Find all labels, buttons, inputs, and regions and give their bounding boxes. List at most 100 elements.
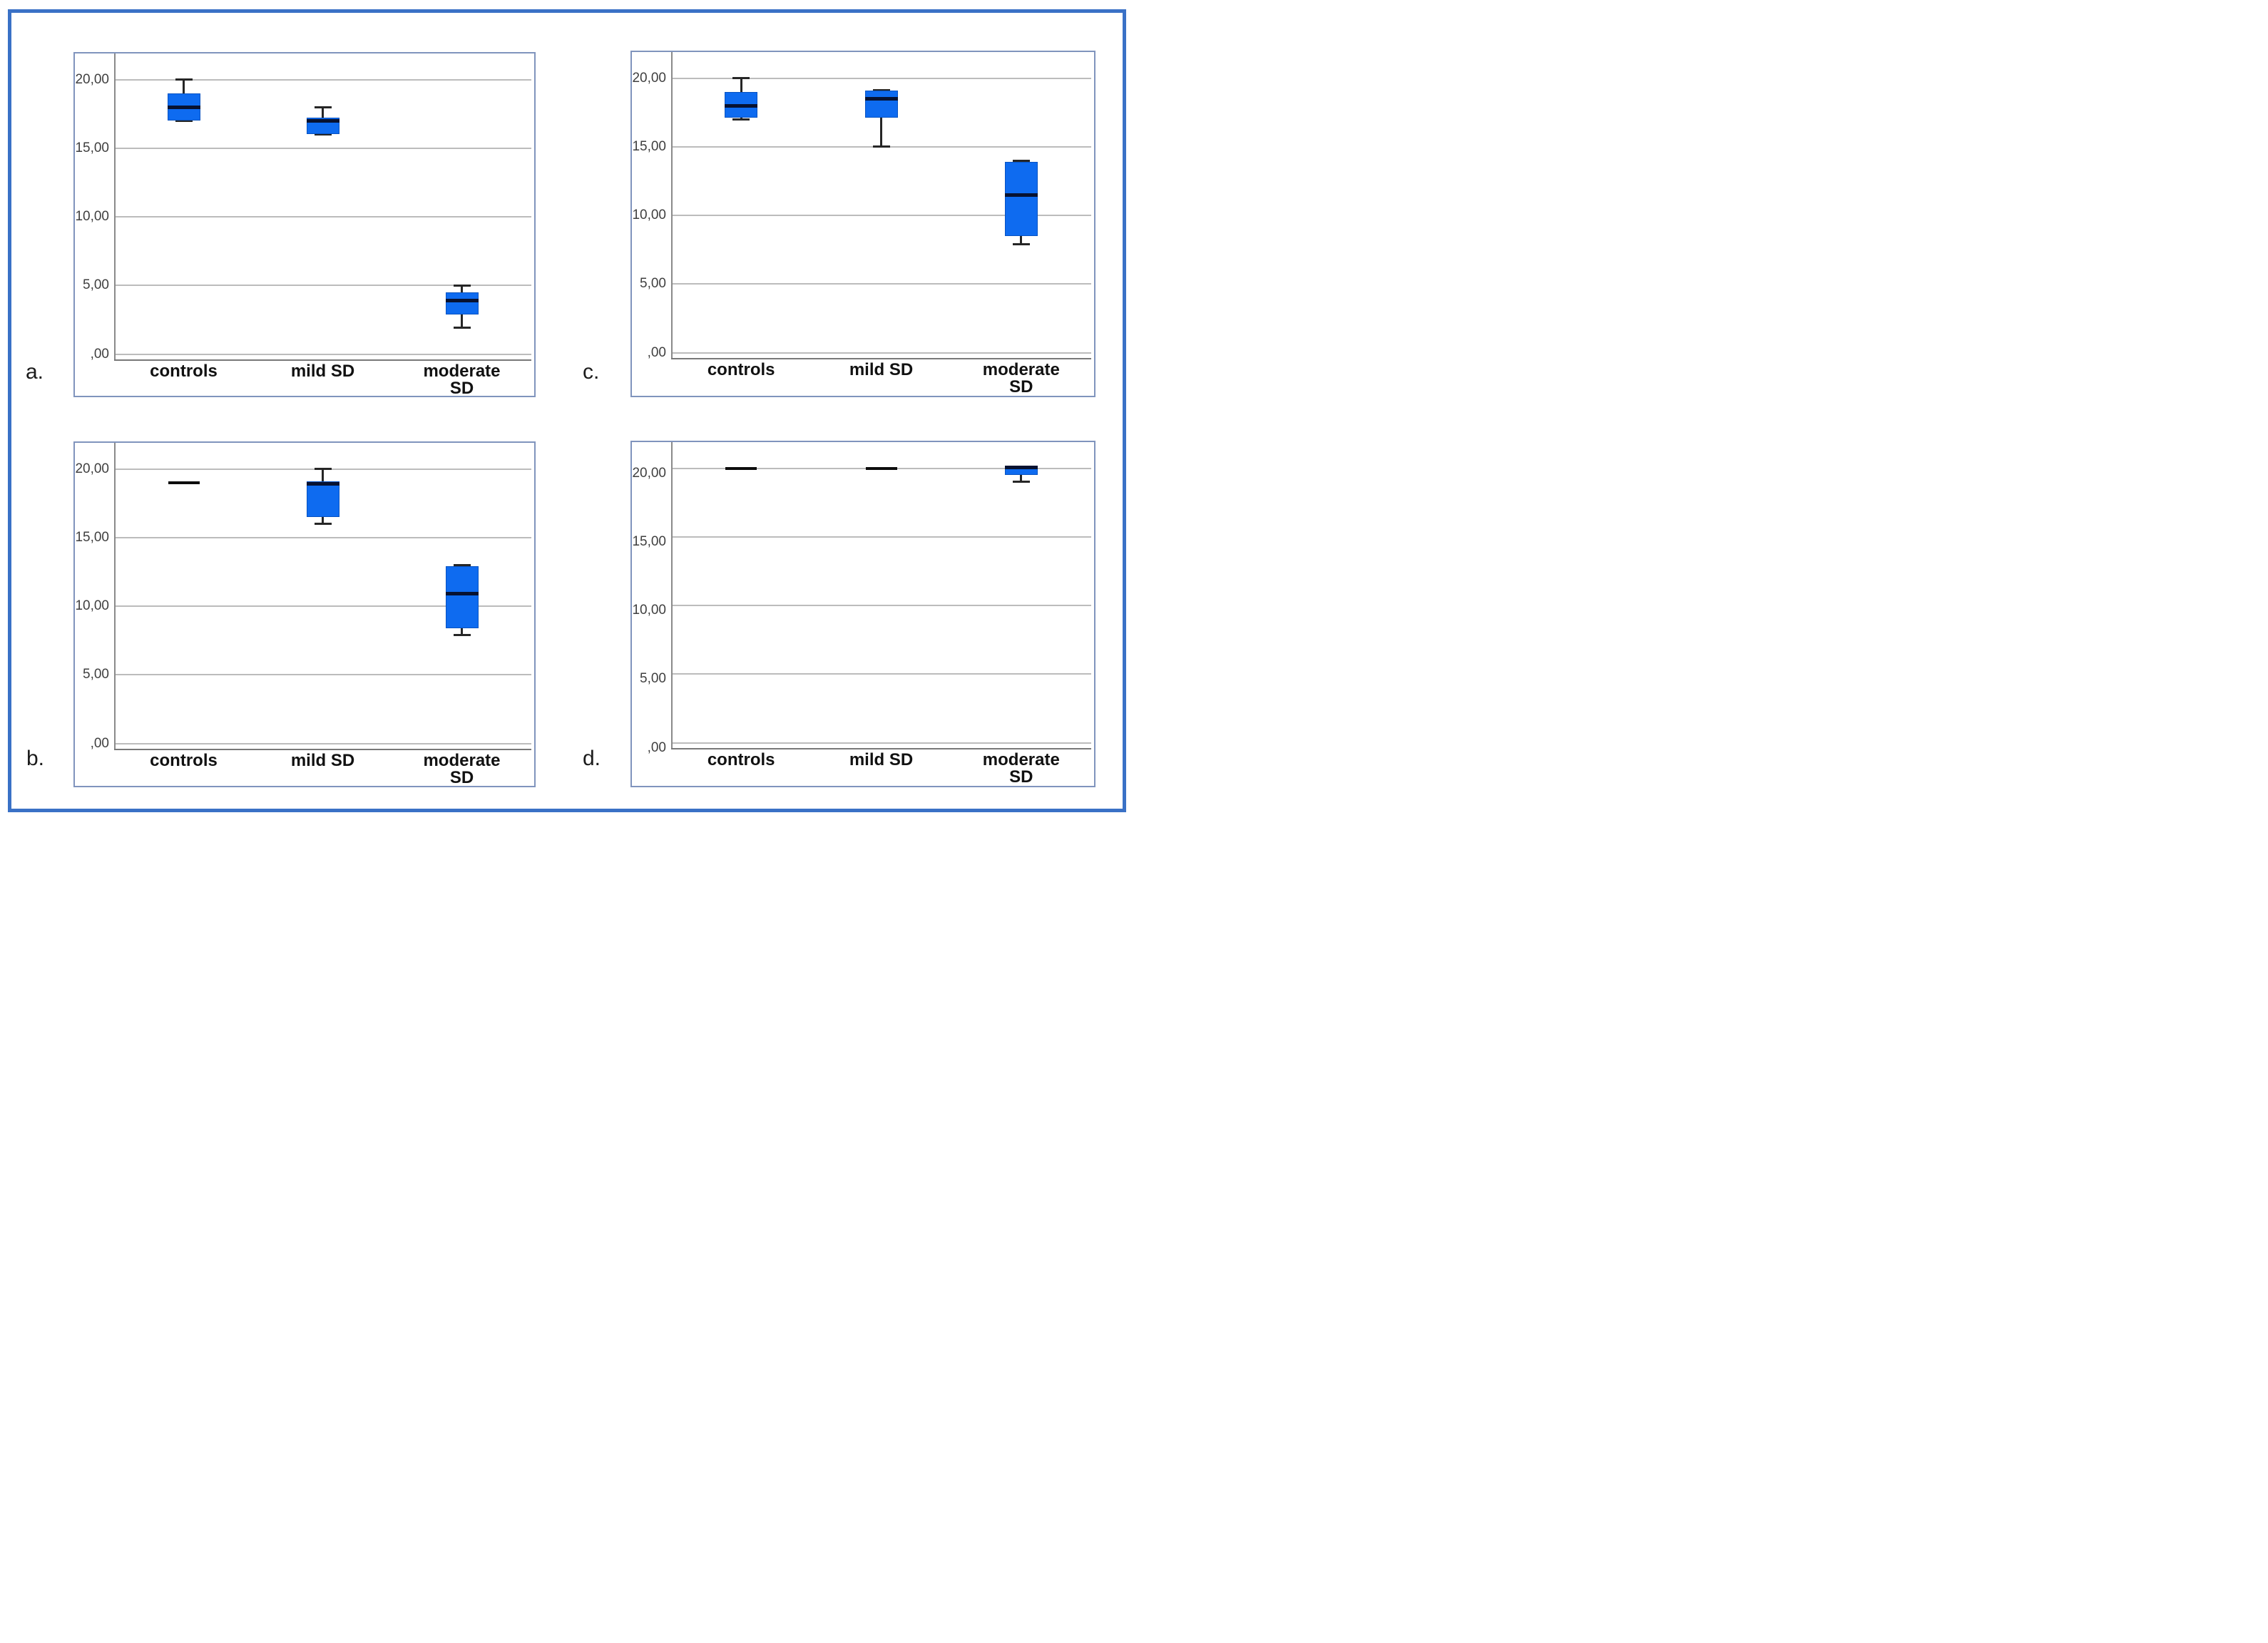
- whisker-upper-line: [322, 107, 324, 118]
- whisker-lower-cap: [872, 145, 890, 148]
- whisker-upper-cap: [453, 284, 471, 287]
- gridline-15: [114, 147, 531, 149]
- gridline-0: [671, 742, 1091, 744]
- whisker-upper-line: [740, 78, 742, 92]
- y-tick-label: 20,00: [632, 70, 666, 86]
- whisker-upper-cap: [1012, 159, 1030, 162]
- whisker-upper-cap: [314, 106, 332, 108]
- box: [864, 90, 898, 118]
- whisker-upper-line: [322, 469, 324, 481]
- gridline-10: [671, 215, 1091, 216]
- whisker-lower-line: [1020, 235, 1023, 245]
- category-label: controls: [150, 751, 218, 770]
- y-tick-label: 5,00: [83, 667, 109, 682]
- whisker-lower-cap: [314, 133, 332, 135]
- whisker-upper-cap: [732, 77, 750, 79]
- whisker-lower-cap: [175, 119, 193, 122]
- whisker-upper-cap: [175, 78, 193, 81]
- gridline-0: [114, 353, 531, 355]
- boxplot-panel-a: 20,00 15,00 10,00 5,00 ,00 controls mild SD mod…: [73, 52, 536, 397]
- y-tick-label: ,00: [647, 739, 666, 755]
- gridline-5: [671, 673, 1091, 675]
- gridline-10: [114, 216, 531, 217]
- y-tick-label: 15,00: [632, 138, 666, 154]
- median-line: [445, 592, 479, 596]
- whisker-upper-cap: [453, 563, 471, 566]
- boxplot-panel-c: 20,00 15,00 10,00 5,00 ,00 controls mild SD mod…: [630, 51, 1095, 397]
- whisker-lower-line: [1020, 475, 1023, 482]
- median-line: [1004, 466, 1038, 470]
- gridline-5: [671, 283, 1091, 285]
- whisker-upper-line: [183, 79, 185, 93]
- panel-letter-c: c.: [583, 360, 600, 384]
- median-line: [306, 482, 339, 486]
- y-tick-label: 10,00: [632, 603, 666, 618]
- y-axis-line: [671, 442, 673, 749]
- whisker-lower-line: [322, 516, 324, 524]
- y-axis-line: [671, 52, 673, 359]
- whisker-upper-cap: [314, 468, 332, 470]
- category-label: moderate SD: [982, 750, 1060, 787]
- y-tick-label: 5,00: [640, 276, 666, 292]
- gridline-15: [671, 536, 1091, 538]
- gridline-0: [671, 352, 1091, 354]
- whisker-lower-cap: [1012, 242, 1030, 245]
- y-tick-label: 10,00: [632, 208, 666, 222]
- median-only-line: [168, 481, 200, 484]
- panel-letter-d: d.: [583, 747, 601, 770]
- median-only-line: [865, 466, 897, 470]
- figure-border: 20,00 15,00 10,00 5,00 ,00 controls mild SD mod…: [8, 9, 1126, 812]
- whisker-upper-line: [461, 285, 463, 292]
- whisker-lower-line: [461, 628, 463, 635]
- boxplot-panel-d: 20,00 15,00 10,00 5,00 ,00 controls mild SD mod…: [630, 441, 1095, 787]
- whisker-lower-cap: [453, 327, 471, 329]
- y-tick-label: 15,00: [75, 529, 109, 545]
- gridline-20: [114, 78, 531, 81]
- median-line: [167, 105, 200, 109]
- y-tick-label: 5,00: [640, 671, 666, 687]
- gridline-5: [114, 674, 531, 676]
- y-tick-label: 10,00: [75, 209, 109, 224]
- median-line: [864, 96, 898, 101]
- panel-letter-a: a.: [26, 360, 44, 384]
- median-line: [445, 298, 479, 302]
- x-axis-line: [114, 359, 531, 361]
- category-label: mild SD: [290, 751, 355, 770]
- median-line: [1004, 193, 1038, 197]
- y-tick-label: 10,00: [75, 598, 109, 613]
- gridline-10: [114, 605, 531, 607]
- category-label: mild SD: [849, 750, 914, 769]
- y-tick-label: 20,00: [75, 71, 109, 87]
- category-label: moderate SD: [423, 751, 501, 787]
- y-axis-line: [114, 443, 116, 750]
- median-only-line: [725, 466, 757, 470]
- box: [306, 481, 339, 517]
- panel-letter-b: b.: [26, 747, 45, 770]
- gridline-20: [671, 77, 1091, 79]
- whisker-lower-cap: [1012, 481, 1030, 483]
- median-line: [306, 118, 339, 123]
- whisker-lower-cap: [732, 118, 750, 121]
- median-line: [725, 103, 758, 108]
- category-label: mild SD: [290, 362, 355, 381]
- y-tick-label: ,00: [90, 346, 109, 362]
- y-tick-label: 15,00: [75, 140, 109, 155]
- category-label: controls: [707, 360, 775, 379]
- y-tick-label: 15,00: [632, 533, 666, 549]
- whisker-lower-line: [880, 118, 882, 147]
- category-label: controls: [150, 362, 218, 381]
- whisker-lower-line: [461, 314, 463, 328]
- box: [445, 566, 479, 628]
- category-label: moderate SD: [982, 360, 1060, 396]
- gridline-0: [114, 742, 531, 744]
- whisker-lower-cap: [314, 523, 332, 525]
- y-tick-label: ,00: [647, 344, 666, 360]
- whisker-lower-cap: [453, 633, 471, 636]
- y-tick-label: 5,00: [83, 277, 109, 293]
- y-tick-label: 20,00: [632, 465, 666, 481]
- category-label: controls: [707, 750, 775, 769]
- gridline-10: [671, 605, 1091, 606]
- gridline-5: [114, 285, 531, 287]
- box: [445, 292, 479, 314]
- y-axis-line: [114, 53, 116, 361]
